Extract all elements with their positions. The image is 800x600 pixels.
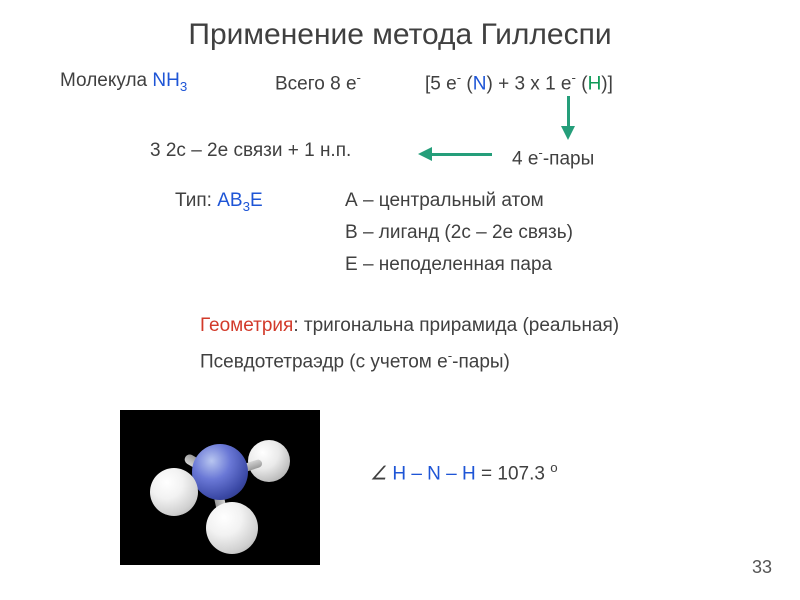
page-number: 33 xyxy=(752,557,772,578)
geom-label: Геометрия xyxy=(200,315,293,336)
slide: Применение метода Гиллеспи Молекула NH3 … xyxy=(0,0,800,600)
atom-hydrogen-left xyxy=(150,468,198,516)
angle-eq: = 107.3 xyxy=(481,463,550,484)
molecule-model xyxy=(120,410,320,565)
ab-prefix: AB xyxy=(217,190,242,211)
molecule-label: Молекула NH3 xyxy=(60,70,187,94)
total-sup: - xyxy=(357,70,361,85)
slide-title: Применение метода Гиллеспи xyxy=(0,18,800,52)
bonds-text: 3 2c – 2e связи + 1 н.п. xyxy=(150,140,351,162)
pseudo-line: Псевдотетраэдр (с учетом e--пары) xyxy=(200,348,510,373)
ab-sub: 3 xyxy=(243,199,250,214)
type-label: Тип: xyxy=(175,190,217,211)
angle-mid: H – N – H xyxy=(387,463,481,484)
b-open: [5 e xyxy=(425,73,457,94)
formula-sub: 3 xyxy=(180,79,187,94)
pseudo-suffix: -пары) xyxy=(452,351,510,372)
atom-hydrogen-front xyxy=(206,502,258,554)
molecule-label-text: Молекула xyxy=(60,70,152,91)
pairs-suffix: -пары xyxy=(543,148,594,169)
angle-deg: o xyxy=(550,460,557,475)
pseudo-prefix: Псевдотетраэдр (с учетом e xyxy=(200,351,448,372)
type-line-a: А – центральный атом xyxy=(345,190,544,212)
b-mid3: ( xyxy=(576,73,588,94)
geometry-line: Геометрия: тригональна прирамида (реальн… xyxy=(200,315,619,337)
geom-text: : тригональна прирамида (реальная) xyxy=(293,315,619,336)
b-mid1: ( xyxy=(461,73,473,94)
total-prefix: Всего 8 e xyxy=(275,73,357,94)
type-line-b: В – лиганд (2с – 2е связь) xyxy=(345,222,573,244)
b-mid2: ) + 3 x 1 e xyxy=(486,73,571,94)
b-close: )] xyxy=(601,73,613,94)
type-line-e: Е – неподеленная пара xyxy=(345,254,552,276)
bond-angle: ∠ H – N – H = 107.3 o xyxy=(370,460,558,485)
pairs-text: 4 e--пары xyxy=(512,145,594,170)
type-label-block: Тип: AB3E xyxy=(175,190,263,214)
angle-symbol: ∠ xyxy=(370,463,387,484)
elem-h: H xyxy=(588,73,602,94)
ab-suffix: E xyxy=(250,190,263,211)
elem-n: N xyxy=(473,73,487,94)
atom-nitrogen xyxy=(192,444,248,500)
formula-nh: NH xyxy=(152,70,179,91)
pairs-prefix: 4 e xyxy=(512,148,538,169)
electron-breakdown: [5 e- (N) + 3 x 1 e- (H)] xyxy=(425,70,613,95)
total-electrons: Всего 8 e- xyxy=(275,70,361,95)
